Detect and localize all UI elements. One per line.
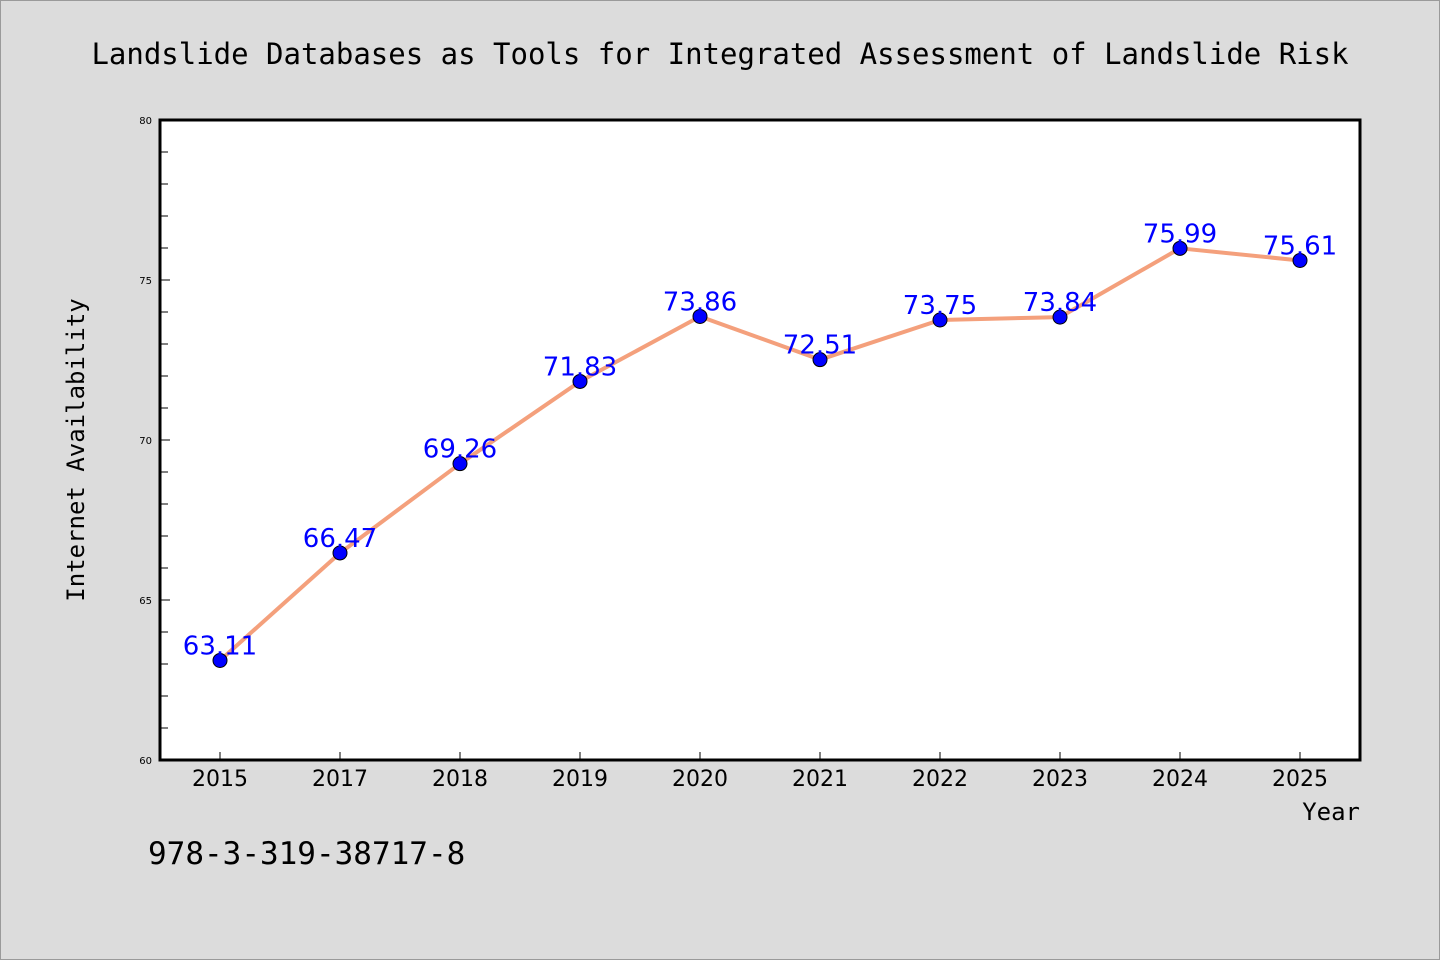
data-point — [1052, 309, 1068, 325]
x-tick-label: 2025 — [1272, 767, 1328, 792]
x-tick-label: 2024 — [1152, 767, 1208, 792]
data-point — [932, 312, 948, 328]
x-tick-label: 2020 — [672, 767, 728, 792]
x-axis-label: Year — [1302, 798, 1360, 826]
data-point — [332, 545, 348, 561]
data-point — [452, 456, 468, 472]
data-labels: 63.11 66.47 69.26 71.83 73.86 72.51 73.75 73.84… — [183, 219, 1337, 661]
x-tick-label: 2023 — [1032, 767, 1088, 792]
data-label: 66.47 — [303, 524, 377, 554]
data-point — [692, 308, 708, 324]
data-label: 73.84 — [1023, 288, 1097, 318]
isbn-text: 978-3-319-38717-8 — [148, 836, 465, 872]
series-markers — [212, 240, 1308, 668]
x-tick-label: 2022 — [912, 767, 968, 792]
data-point — [1172, 240, 1188, 256]
series-line — [218, 246, 1302, 663]
data-label: 72.51 — [783, 331, 857, 361]
plot-border — [158, 118, 1362, 762]
data-point — [212, 652, 228, 668]
y-tick-label: 80 — [139, 116, 152, 127]
data-label: 69.26 — [423, 435, 497, 465]
data-label: 75.61 — [1263, 231, 1337, 261]
y-tick-label: 60 — [139, 756, 152, 767]
data-label: 73.75 — [903, 291, 977, 321]
data-label: 75.99 — [1143, 219, 1217, 249]
y-tick-label: 70 — [139, 436, 152, 447]
data-label: 71.83 — [543, 352, 617, 382]
x-tick-label: 2015 — [192, 767, 248, 792]
y-tick-label: 65 — [139, 596, 152, 607]
chart-title: Landslide Databases as Tools for Integra… — [91, 37, 1349, 71]
x-tick-label: 2018 — [432, 767, 488, 792]
x-tick-label: 2021 — [792, 767, 848, 792]
y-tick-label: 75 — [139, 276, 152, 287]
y-axis-label: Internet Availability — [62, 298, 90, 601]
data-point — [1292, 252, 1308, 268]
data-label: 73.86 — [663, 287, 737, 317]
x-tick-label: 2019 — [552, 767, 608, 792]
data-label: 63.11 — [183, 631, 257, 661]
data-point — [572, 373, 588, 389]
x-tick-label: 2017 — [312, 767, 368, 792]
plot-area — [160, 120, 1360, 760]
data-point — [812, 352, 828, 368]
x-axis: 2015 2017 2018 2019 2020 2021 2022 2023 2024 2025 — [192, 752, 1328, 792]
